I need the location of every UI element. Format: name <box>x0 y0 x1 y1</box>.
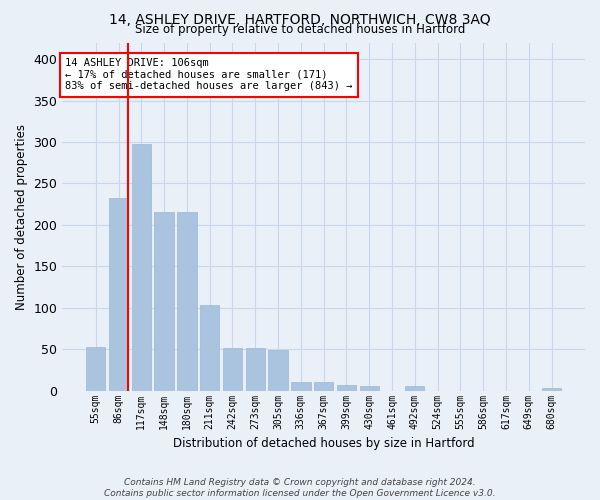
Bar <box>223 348 242 391</box>
Bar <box>86 346 106 391</box>
Bar <box>109 198 128 390</box>
Bar <box>314 382 334 390</box>
Y-axis label: Number of detached properties: Number of detached properties <box>15 124 28 310</box>
Text: Contains HM Land Registry data © Crown copyright and database right 2024.
Contai: Contains HM Land Registry data © Crown c… <box>104 478 496 498</box>
Bar <box>177 212 197 390</box>
Bar <box>154 212 174 390</box>
Text: 14, ASHLEY DRIVE, HARTFORD, NORTHWICH, CW8 3AQ: 14, ASHLEY DRIVE, HARTFORD, NORTHWICH, C… <box>109 12 491 26</box>
X-axis label: Distribution of detached houses by size in Hartford: Distribution of detached houses by size … <box>173 437 475 450</box>
Text: 14 ASHLEY DRIVE: 106sqm
← 17% of detached houses are smaller (171)
83% of semi-d: 14 ASHLEY DRIVE: 106sqm ← 17% of detache… <box>65 58 352 92</box>
Bar <box>359 386 379 390</box>
Bar <box>542 388 561 390</box>
Text: Size of property relative to detached houses in Hartford: Size of property relative to detached ho… <box>135 22 465 36</box>
Bar <box>131 144 151 390</box>
Bar <box>245 348 265 391</box>
Bar <box>200 306 220 390</box>
Bar <box>337 385 356 390</box>
Bar <box>268 350 288 391</box>
Bar <box>405 386 424 390</box>
Bar <box>291 382 311 390</box>
